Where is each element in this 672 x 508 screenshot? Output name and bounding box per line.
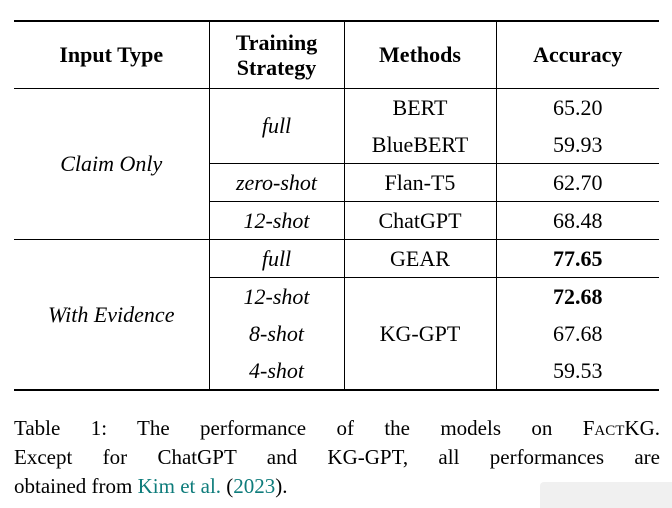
dataset-name: FactKG xyxy=(582,416,655,440)
cell-accuracy-best: 72.68 xyxy=(495,277,659,315)
cell-input-type-with-evidence: With Evidence xyxy=(48,301,175,327)
table-row: Claim Only full BERT 65.20 xyxy=(14,88,659,240)
table-row: zero-shot Flan-T5 62.70 xyxy=(14,163,659,202)
cell-accuracy: 68.48 xyxy=(495,201,659,240)
caption-text: ). xyxy=(275,474,288,498)
col-header-input-type: Input Type xyxy=(14,21,209,89)
caption-line-3: obtained from Kim et al. (2023). xyxy=(14,472,660,501)
table-row: With Evidence full GEAR 77.65 xyxy=(14,239,659,327)
corner-artifact xyxy=(540,482,672,508)
col-header-methods: Methods xyxy=(343,21,496,89)
caption-text: . xyxy=(654,416,660,440)
caption-text: ( xyxy=(221,474,234,498)
col-header-accuracy: Accuracy xyxy=(495,21,659,89)
cell-strategy: full xyxy=(208,88,344,164)
cell-accuracy-best: 77.65 xyxy=(495,239,659,278)
header-row: Input Type Training Strategy Methods Acc… xyxy=(14,21,659,89)
col-header-training-strategy: Training Strategy xyxy=(208,21,344,89)
cell-strategy: 4-shot xyxy=(208,352,344,390)
caption-text: Except for ChatGPT and KG-GPT, all perfo… xyxy=(14,445,660,469)
caption-line-2: Except for ChatGPT and KG-GPT, all perfo… xyxy=(14,443,660,472)
cell-method: BlueBERT xyxy=(343,126,496,164)
table-row: 4-shot 59.53 xyxy=(14,352,659,390)
cell-accuracy: 59.93 xyxy=(495,126,659,164)
cell-method: Flan-T5 xyxy=(343,163,496,202)
cell-strategy: zero-shot xyxy=(208,163,344,202)
table-row: 8-shot 67.68 xyxy=(14,315,659,352)
table-caption: Table 1: The performance of the models o… xyxy=(14,414,660,501)
cell-accuracy: 62.70 xyxy=(495,163,659,202)
cell-method-kg-gpt: KG-GPT xyxy=(343,277,496,390)
cell-input-type-claim-only: Claim Only xyxy=(14,88,209,240)
citation-year-link[interactable]: 2023 xyxy=(233,474,276,498)
cell-strategy: 12-shot xyxy=(208,201,344,240)
cell-accuracy: 67.68 xyxy=(495,315,659,352)
cell-strategy: 8-shot xyxy=(208,315,344,352)
cell-accuracy: 59.53 xyxy=(495,352,659,390)
cell-method: GEAR xyxy=(343,239,496,278)
table-row: BlueBERT 59.93 xyxy=(14,126,659,164)
caption-text: obtained from xyxy=(14,474,138,498)
cell-method: ChatGPT xyxy=(343,201,496,240)
table-row: 12-shot ChatGPT 68.48 xyxy=(14,201,659,240)
citation-link[interactable]: Kim et al. xyxy=(137,474,222,498)
cell-strategy: 12-shot xyxy=(208,277,344,315)
table-row: 12-shot KG-GPT 72.68 xyxy=(14,277,659,390)
cell-strategy: full xyxy=(208,239,344,278)
results-table: Input Type Training Strategy Methods Acc… xyxy=(14,20,659,391)
cell-accuracy: 65.20 xyxy=(495,88,659,126)
caption-text: Table 1: The performance of the models o… xyxy=(14,416,583,440)
caption-line-1: Table 1: The performance of the models o… xyxy=(14,414,660,443)
cell-method: BERT xyxy=(343,88,496,126)
